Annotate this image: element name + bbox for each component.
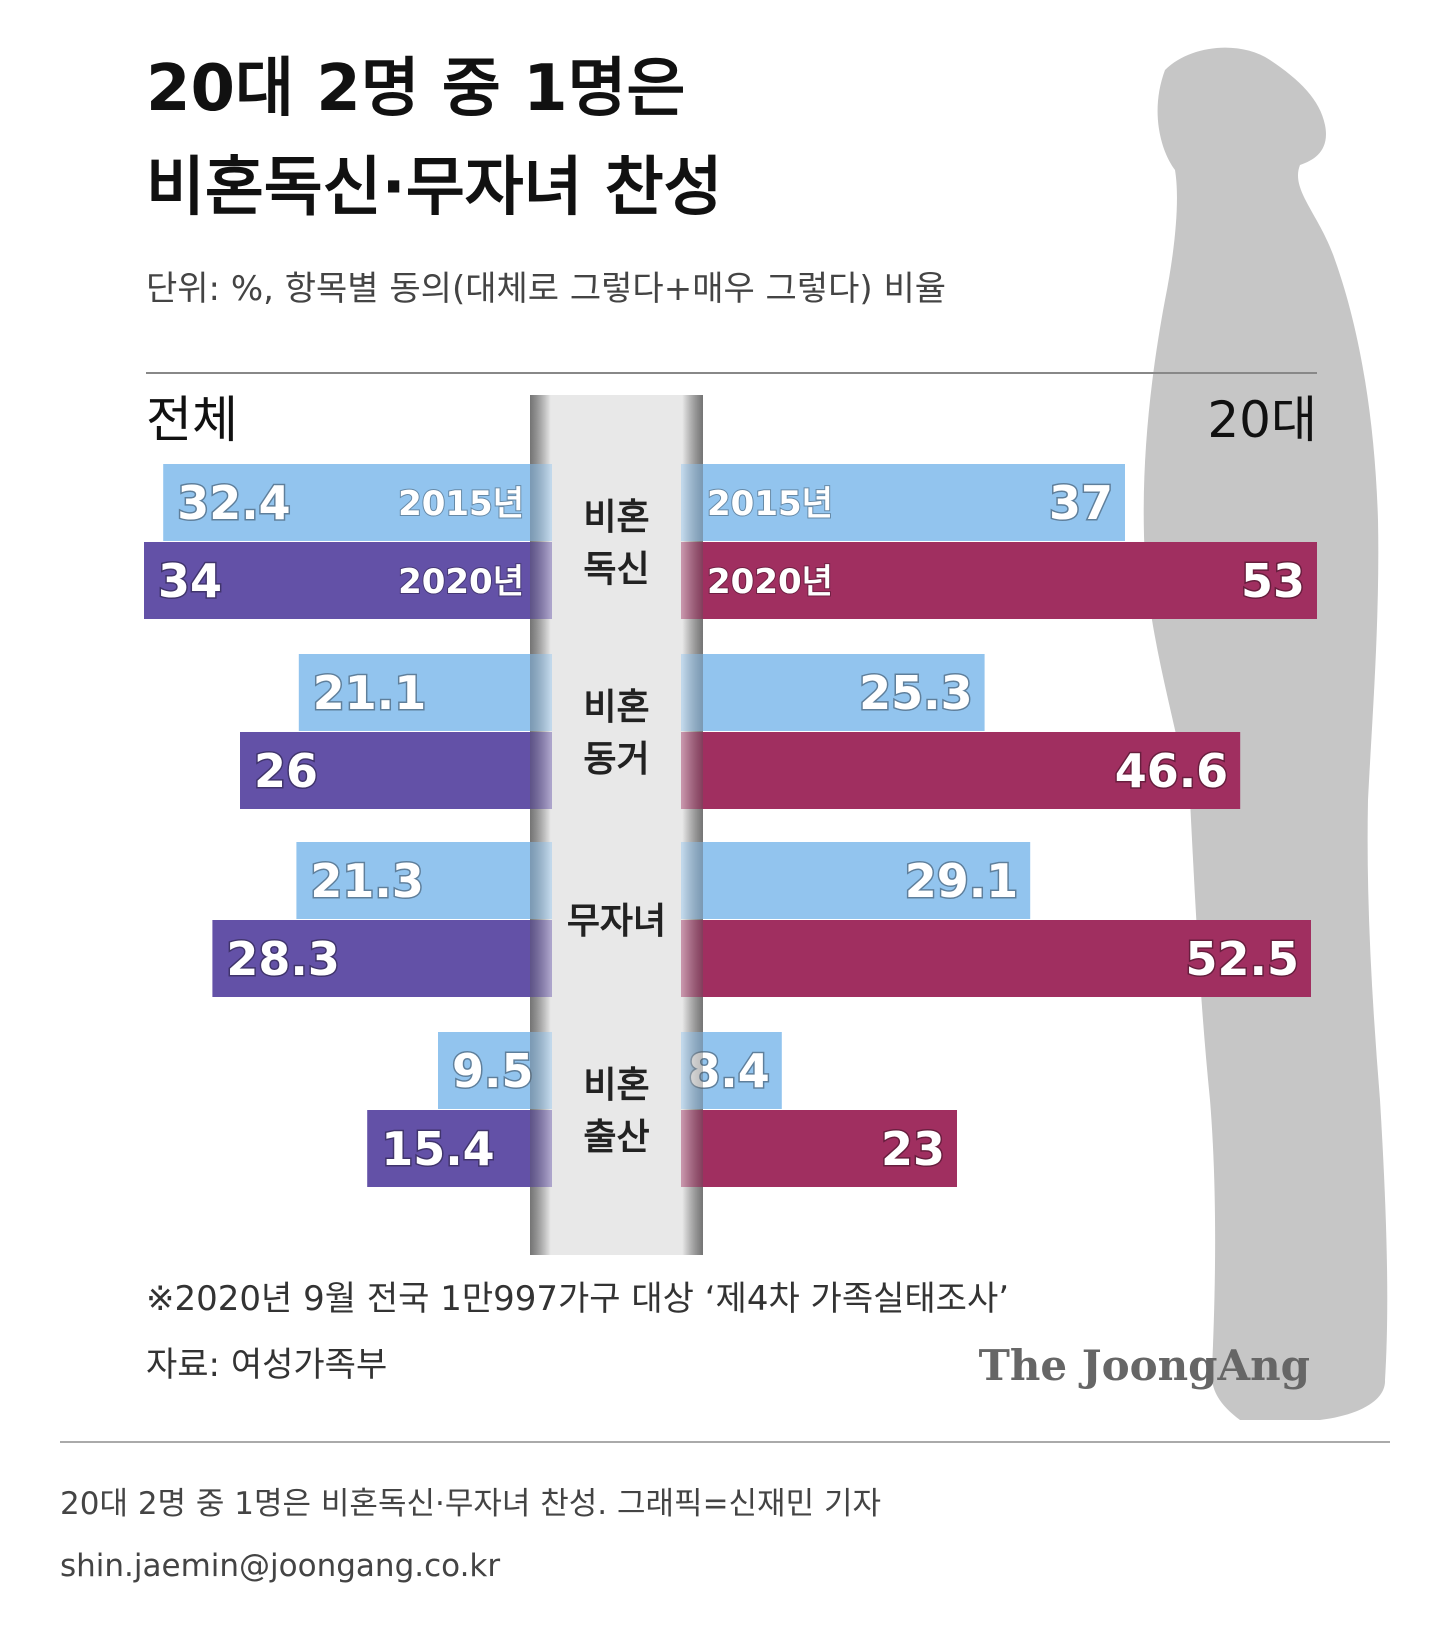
value-label: 26 xyxy=(254,744,318,798)
value-label: 23 xyxy=(881,1122,945,1176)
panel-label: 20대 xyxy=(1207,391,1317,449)
value-label: 21.3 xyxy=(310,854,424,908)
bar xyxy=(296,842,552,919)
value-label: 21.1 xyxy=(313,666,427,720)
value-label: 52.5 xyxy=(1186,932,1300,986)
bar xyxy=(681,732,1241,809)
category-label: 비혼 xyxy=(583,497,649,538)
bar xyxy=(681,654,985,731)
series-label: 2020년 xyxy=(707,562,833,602)
bar xyxy=(681,464,1125,541)
bar xyxy=(681,842,1031,919)
category-label: 비혼 xyxy=(583,1065,649,1106)
category-label: 무자녀 xyxy=(567,901,666,942)
value-label: 37 xyxy=(1049,476,1113,530)
logo: The JoongAng xyxy=(979,1341,1310,1390)
value-label: 29.1 xyxy=(905,854,1019,908)
caption: 20대 2명 중 1명은 비혼독신·무자녀 찬성. 그래픽=신재민 기자 xyxy=(60,1486,881,1522)
value-label: 25.3 xyxy=(859,666,973,720)
series-label: 2015년 xyxy=(398,484,524,524)
source: 자료: 여성가족부 xyxy=(146,1345,387,1385)
bar xyxy=(163,464,552,541)
bar xyxy=(144,542,552,619)
bar xyxy=(240,732,552,809)
title-line: 20대 2명 중 1명은 xyxy=(146,52,685,126)
value-label: 53 xyxy=(1241,554,1305,608)
series-label: 2015년 xyxy=(707,484,833,524)
value-label: 46.6 xyxy=(1115,744,1229,798)
title-line: 비혼독신·무자녀 찬성 xyxy=(146,151,723,225)
credit-email: shin.jaemin@joongang.co.kr xyxy=(60,1548,500,1584)
bar xyxy=(681,1110,957,1187)
value-label: 34 xyxy=(158,554,222,608)
value-label: 32.4 xyxy=(177,476,291,530)
value-label: 28.3 xyxy=(226,932,340,986)
panel-label: 전체 xyxy=(146,391,238,449)
category-label: 출산 xyxy=(583,1117,649,1158)
value-label: 15.4 xyxy=(381,1122,495,1176)
band-overlay xyxy=(530,395,703,1255)
bar xyxy=(681,920,1311,997)
bar xyxy=(681,542,1317,619)
category-label: 비혼 xyxy=(583,687,649,728)
subtitle: 단위: %, 항목별 동의(대체로 그렇다+매우 그렇다) 비율 xyxy=(146,269,946,309)
series-label: 2020년 xyxy=(398,562,524,602)
bar xyxy=(367,1110,552,1187)
bar xyxy=(212,920,552,997)
silhouette xyxy=(1143,47,1388,1421)
bar xyxy=(298,654,552,731)
note: ※2020년 9월 전국 1만997가구 대상 ‘제4차 가족실태조사’ xyxy=(146,1279,1009,1319)
category-label: 독신 xyxy=(583,549,649,590)
category-label: 동거 xyxy=(583,739,649,780)
value-label: 9.5 xyxy=(452,1044,534,1098)
